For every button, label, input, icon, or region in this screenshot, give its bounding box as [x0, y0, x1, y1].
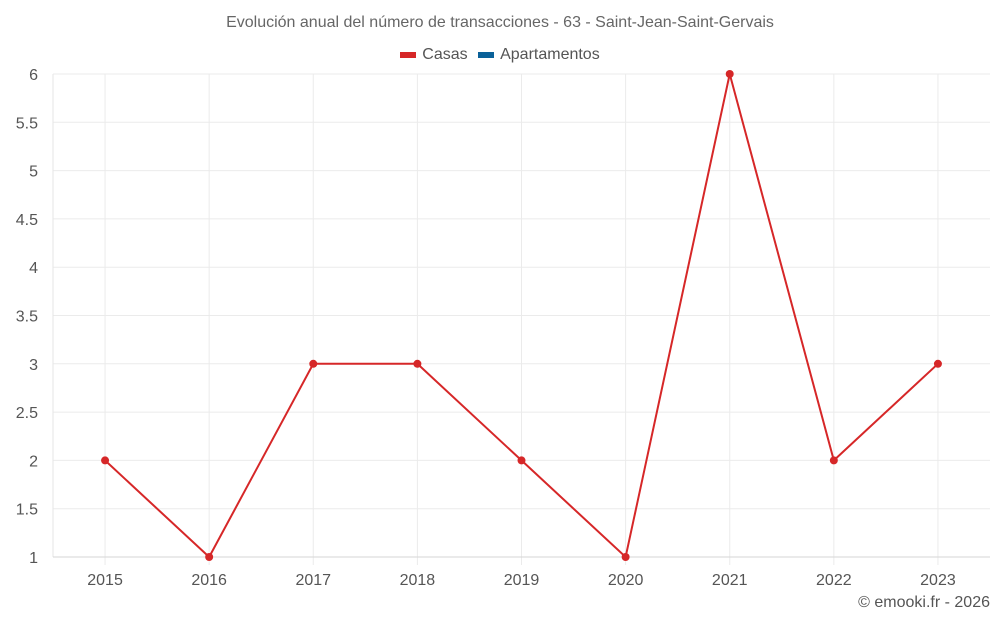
data-point[interactable] — [517, 456, 526, 465]
x-tick-label: 2020 — [608, 572, 644, 589]
data-point[interactable] — [725, 70, 734, 78]
data-point[interactable] — [933, 359, 942, 368]
y-tick-label: 3.5 — [16, 309, 38, 326]
data-point[interactable] — [621, 553, 630, 561]
y-tick-label: 2 — [29, 453, 38, 470]
data-point[interactable] — [309, 359, 318, 368]
data-point[interactable] — [829, 456, 838, 465]
y-tick-label: 1.5 — [16, 502, 38, 519]
legend-swatch-apartamentos — [478, 52, 495, 58]
x-tick-label: 2022 — [816, 572, 852, 589]
data-point[interactable] — [101, 456, 110, 465]
x-tick-label: 2018 — [400, 572, 436, 589]
y-tick-label: 5.5 — [16, 115, 38, 132]
data-point[interactable] — [205, 553, 214, 561]
y-tick-label: 1 — [29, 550, 38, 567]
legend-swatch-casas — [400, 52, 417, 58]
chart-legend: Casas Apartamentos — [0, 45, 1000, 64]
y-tick-label: 2.5 — [16, 405, 38, 422]
x-tick-label: 2021 — [712, 572, 748, 589]
chart-title: Evolución anual del número de transaccio… — [226, 14, 774, 31]
legend-label-casas: Casas — [422, 46, 468, 63]
x-tick-label: 2016 — [191, 572, 227, 589]
legend-item-casas[interactable]: Casas — [400, 46, 468, 64]
legend-item-apartamentos[interactable]: Apartamentos — [478, 46, 600, 64]
y-tick-label: 3 — [29, 357, 38, 374]
y-tick-label: 4.5 — [16, 212, 38, 229]
x-tick-label: 2023 — [920, 572, 956, 589]
copyright-credit: © emooki.fr - 2026 — [858, 594, 990, 611]
x-tick-label: 2015 — [87, 572, 123, 589]
x-tick-label: 2017 — [295, 572, 331, 589]
data-point[interactable] — [413, 359, 422, 368]
y-tick-label: 6 — [29, 67, 38, 84]
legend-label-apartamentos: Apartamentos — [500, 46, 600, 63]
y-tick-label: 4 — [29, 260, 38, 277]
x-tick-label: 2019 — [504, 572, 540, 589]
y-tick-label: 5 — [29, 164, 38, 181]
